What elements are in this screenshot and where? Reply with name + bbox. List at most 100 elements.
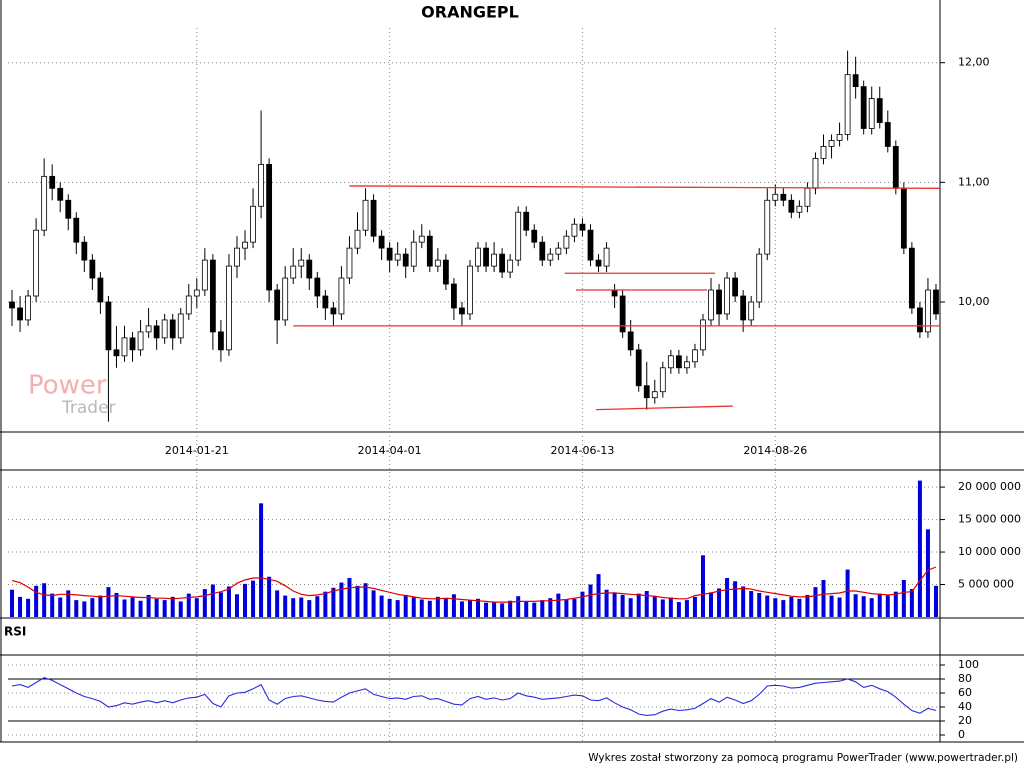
volume-bar — [676, 602, 681, 617]
candle-body — [314, 277, 321, 297]
candle-body — [386, 247, 393, 261]
volume-bar — [42, 583, 47, 617]
volume-bar — [628, 598, 633, 617]
volume-bar — [893, 591, 898, 617]
panel-title: RSI — [4, 625, 26, 639]
volume-bar — [668, 597, 673, 617]
candle-body — [587, 229, 594, 261]
candle-body — [611, 289, 618, 297]
volume-bar — [813, 587, 818, 617]
candle-body — [547, 253, 554, 261]
candle-body — [651, 391, 658, 399]
y-tick-label: 12,00 — [958, 56, 990, 69]
candle-body — [523, 211, 530, 231]
x-tick-label: 2014-04-01 — [358, 444, 422, 457]
candle-body — [555, 247, 562, 255]
candle-body — [442, 259, 449, 285]
candle-body — [89, 259, 96, 279]
candle-body — [491, 253, 497, 267]
candle-body — [571, 223, 578, 237]
volume-bar — [933, 585, 938, 617]
candle-body — [193, 289, 200, 297]
candle-body — [467, 265, 473, 315]
volume-bar — [371, 590, 376, 617]
volume-bar — [10, 589, 15, 617]
candle-body — [796, 205, 803, 213]
volume-bar — [347, 578, 352, 617]
volume-bar — [435, 596, 440, 617]
volume-bar — [725, 578, 730, 617]
candle-body — [740, 295, 747, 321]
candle-body — [684, 361, 690, 369]
volume-bar — [580, 591, 585, 617]
candle-body — [354, 229, 361, 249]
volume-bar — [540, 600, 545, 617]
volume-bar — [339, 582, 344, 617]
candle-body — [724, 277, 730, 315]
candle-body — [274, 289, 281, 321]
volume-bar — [548, 598, 553, 617]
y-tick-label: 60 — [958, 686, 972, 699]
footer: Wykres został stworzony za pomocą progra… — [588, 752, 1018, 764]
candle-body — [700, 319, 706, 351]
candle-body — [748, 301, 755, 321]
volume-bar — [459, 601, 464, 617]
candle-body — [370, 199, 377, 237]
candle-body — [258, 163, 264, 207]
volume-bar — [877, 593, 882, 617]
volume-bar — [636, 593, 641, 617]
candle-body — [137, 331, 144, 351]
candle-body — [812, 158, 819, 189]
candle-body — [788, 199, 795, 213]
volume-bar — [66, 590, 71, 617]
candle-body — [507, 259, 514, 273]
volume-bar — [275, 590, 280, 617]
volume-bar — [845, 569, 850, 617]
candle-body — [708, 289, 714, 321]
volume-bar — [194, 598, 199, 617]
volume-bar — [355, 585, 360, 617]
volume-bar — [451, 594, 456, 617]
candle-body — [145, 325, 152, 333]
volume-bar — [50, 593, 55, 617]
volume-bar — [700, 555, 705, 617]
candle-body — [49, 175, 56, 189]
candle-body — [177, 313, 184, 339]
volume-bar — [146, 594, 151, 617]
candle-body — [531, 229, 538, 243]
volume-bar — [692, 596, 697, 617]
volume-bar — [885, 595, 890, 617]
candle-body — [876, 98, 883, 123]
candle-body — [129, 337, 136, 351]
candle-body — [218, 331, 224, 351]
volume-bar — [403, 594, 408, 617]
y-tick-label: 0 — [958, 728, 965, 741]
y-tick-label: 80 — [958, 672, 972, 685]
volume-bar — [98, 595, 103, 617]
candle-body — [563, 235, 570, 249]
candle-body — [539, 241, 546, 261]
candle-body — [627, 331, 634, 351]
volume-bar — [492, 602, 497, 617]
volume-bar — [283, 595, 288, 617]
volume-bar — [781, 600, 786, 617]
candle-body — [266, 163, 273, 291]
volume-bar — [773, 598, 778, 617]
candle-body — [201, 259, 208, 291]
volume-bar — [596, 574, 601, 617]
watermark: Power — [28, 371, 107, 401]
candle-body — [17, 307, 23, 321]
volume-bar — [243, 583, 248, 617]
volume-bar — [130, 597, 135, 617]
candle-body — [780, 193, 787, 201]
y-tick-label: 20 — [958, 714, 972, 727]
volume-bar — [733, 581, 738, 617]
candle-body — [659, 367, 666, 393]
volume-bar — [106, 587, 111, 617]
candle-body — [426, 235, 433, 267]
y-tick-label: 11,00 — [958, 175, 990, 188]
candle-body — [667, 355, 674, 369]
candle-body — [828, 140, 835, 147]
